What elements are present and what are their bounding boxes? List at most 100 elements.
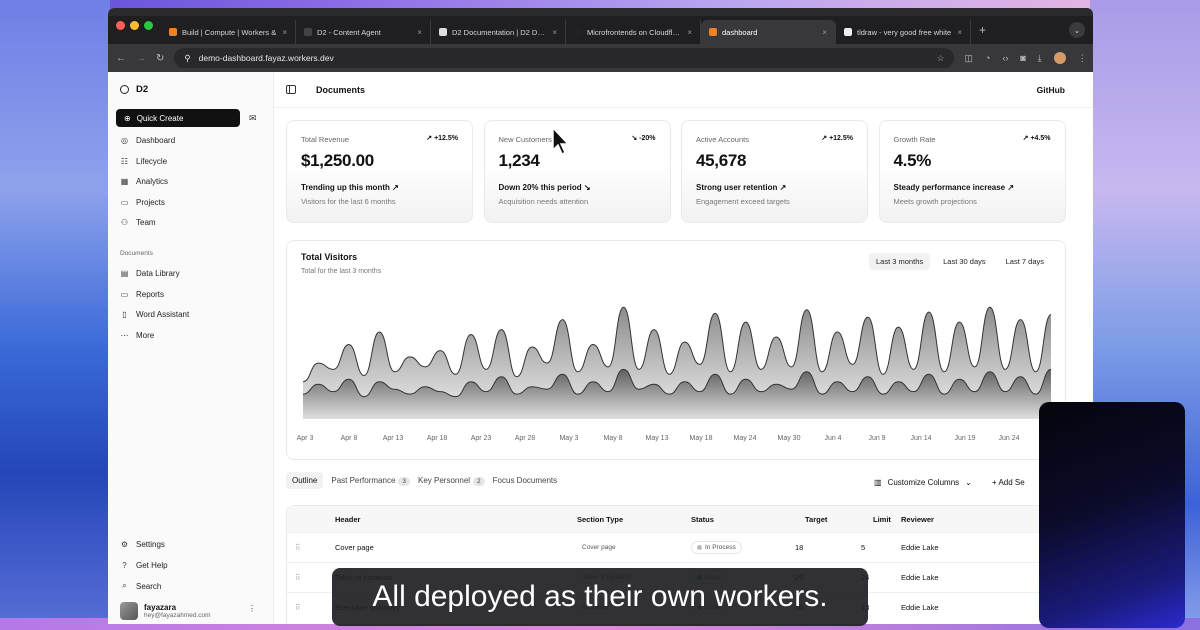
profile-avatar[interactable] (1053, 52, 1066, 64)
forward-icon[interactable]: → (136, 52, 146, 64)
devtools-icon[interactable]: ‹› (1002, 53, 1009, 63)
user-menu[interactable]: fayazara hey@fayazahmed.com ⋮ (120, 602, 256, 620)
x-tick-label: Jun 19 (954, 435, 975, 442)
tab-search-button[interactable]: ⌄ (1069, 22, 1085, 38)
sidebar-item-word-assistant[interactable]: ▯ Word Assistant (120, 310, 189, 319)
target-value[interactable]: 18 (795, 543, 804, 552)
sidebar-item-label: Search (136, 581, 162, 591)
table-tab-past-performance[interactable]: Past Performance 3 (331, 476, 411, 486)
browser-tab[interactable]: D2 Documentation | D2 Docs × (431, 20, 566, 44)
back-icon[interactable]: ← (116, 52, 126, 64)
browser-tab[interactable]: tldraw - very good free white × (836, 20, 971, 44)
range-option[interactable]: Last 30 days (943, 257, 986, 266)
user-email: hey@fayazahmed.com (144, 612, 211, 619)
trend-down-icon: ↘ (581, 183, 591, 192)
favicon-icon (844, 28, 852, 36)
sidebar-item-lifecycle[interactable]: ☷ Lifecycle (120, 157, 167, 166)
range-option[interactable]: Last 7 days (1005, 257, 1044, 266)
new-tab-button[interactable]: + (979, 23, 987, 37)
address-bar[interactable]: ⚲ demo-dashboard.fayaz.workers.dev ☆ (174, 48, 955, 68)
drag-handle-icon[interactable]: ⠿ (295, 543, 301, 552)
sidebar-item-more[interactable]: ⋯ More (120, 331, 155, 340)
section-type-badge: Cover page (582, 544, 616, 551)
sidebar-item-search[interactable]: ⌕ Search (120, 581, 161, 591)
sidebar-item-projects[interactable]: ▭ Projects (120, 198, 165, 207)
column-header[interactable]: Target (805, 514, 828, 524)
sidebar-item-data-library[interactable]: ▤ Data Library (120, 269, 180, 278)
drag-handle-icon[interactable]: ⠿ (295, 603, 301, 612)
minimize-window-button[interactable] (130, 20, 139, 30)
bag-icon[interactable]: ◙ (1020, 53, 1026, 63)
column-header[interactable]: Limit (873, 514, 891, 524)
limit-value[interactable]: 5 (861, 543, 866, 552)
github-link[interactable]: GitHub (1036, 84, 1065, 95)
browser-tab[interactable]: Microfrontends on Cloudflare × (566, 20, 701, 44)
close-tab-icon[interactable]: × (822, 27, 827, 37)
close-tab-icon[interactable]: × (687, 27, 692, 37)
more-vertical-icon[interactable]: ⋮ (248, 604, 256, 613)
table-row[interactable]: ⠿ Cover page Cover page In Process 18 5 Eddie … (287, 532, 1093, 562)
extension-icon[interactable]: ◫ (964, 52, 973, 63)
visitors-subtitle: Total for the last 3 months (301, 268, 382, 275)
table-tab-focus-documents[interactable]: Focus Documents (493, 476, 557, 485)
sidebar-toggle-icon[interactable] (286, 85, 296, 94)
table-tab-label: Key Personnel (418, 475, 471, 485)
column-header[interactable]: Header (335, 514, 361, 524)
trend-badge-value: +4.5% (1030, 135, 1051, 142)
drag-handle-icon[interactable]: ⠿ (295, 573, 301, 582)
range-option[interactable]: Last 3 months (869, 253, 931, 270)
stat-value: $1,250.00 (301, 151, 374, 170)
column-header[interactable]: Section Type (577, 514, 624, 524)
close-tab-icon[interactable]: × (552, 27, 557, 37)
page-title: Documents (316, 84, 366, 95)
reload-icon[interactable]: ↻ (156, 52, 165, 64)
sidebar-item-settings[interactable]: ⚙ Settings (120, 540, 165, 549)
download-icon[interactable]: ⤓ (1037, 52, 1042, 63)
sidebar-item-label: Analytics (136, 177, 169, 186)
team-icon: ⚇ (120, 218, 129, 227)
browser-tab[interactable]: D2 - Content Agent × (296, 20, 431, 44)
browser-tab[interactable]: dashboard × (701, 20, 836, 44)
sidebar-item-analytics[interactable]: ▦ Analytics (120, 177, 168, 186)
trend-up-icon: ↗ (777, 183, 787, 192)
x-tick-label: May 18 (690, 435, 713, 442)
trend-text: Strong user retention ↗ (696, 183, 853, 192)
database-icon: ▤ (120, 269, 129, 278)
add-section-button[interactable]: + Add Se (992, 478, 1025, 487)
tab-bar: Build | Compute | Workers & × D2 - Content… (108, 16, 1093, 44)
site-info-icon[interactable]: ⚲ (184, 52, 191, 63)
customize-columns-button[interactable]: ▥ Customize Columns ⌄ (874, 478, 972, 487)
stat-label: Growth Rate (893, 135, 936, 144)
trend-label: Trending up this month (301, 183, 390, 192)
close-tab-icon[interactable]: × (957, 27, 962, 37)
column-header[interactable]: Reviewer (901, 514, 934, 524)
row-header[interactable]: Cover page (335, 543, 374, 552)
browser-tab[interactable]: Build | Compute | Workers & × (161, 20, 296, 44)
close-tab-icon[interactable]: × (417, 27, 422, 37)
sidebar-item-reports[interactable]: ▭ Reports (120, 290, 164, 299)
x-tick-label: Apr 23 (471, 435, 492, 442)
sidebar-item-get-help[interactable]: ? Get Help (120, 560, 167, 570)
bookmark-star-icon[interactable]: ☆ (936, 52, 945, 63)
sidebar-item-team[interactable]: ⚇ Team (120, 218, 156, 227)
stat-card: Active Accounts ↗ +12.5% 45,678 Strong user… (681, 120, 868, 223)
quick-create-button[interactable]: ⊕ Quick Create (116, 109, 240, 127)
zoom-window-button[interactable] (144, 20, 153, 30)
help-icon: ? (122, 560, 127, 570)
top-header: Documents GitHub (274, 72, 1093, 108)
close-window-button[interactable] (116, 20, 125, 30)
tab-title: D2 - Content Agent (317, 27, 381, 37)
sidebar: D2 ⊕ Quick Create ✉ ◎ Dashboard ☷ Lifecycle ▦… (108, 72, 274, 624)
column-header[interactable]: Status (691, 514, 714, 524)
brand[interactable]: D2 (120, 84, 148, 95)
menu-icon[interactable]: ⋮ (1077, 52, 1087, 63)
table-tab-key-personnel[interactable]: Key Personnel 2 (418, 476, 485, 486)
close-tab-icon[interactable]: × (282, 27, 287, 37)
favicon-icon (304, 28, 312, 36)
inbox-icon[interactable]: ✉ (249, 113, 257, 123)
table-tab-outline[interactable]: Outline (286, 472, 324, 489)
stat-subtext: Acquisition needs attention (498, 197, 589, 206)
incognito-icon[interactable]: ◔ (984, 53, 991, 63)
sidebar-item-dashboard[interactable]: ◎ Dashboard (120, 136, 175, 145)
sidebar-item-label: Lifecycle (136, 156, 168, 166)
